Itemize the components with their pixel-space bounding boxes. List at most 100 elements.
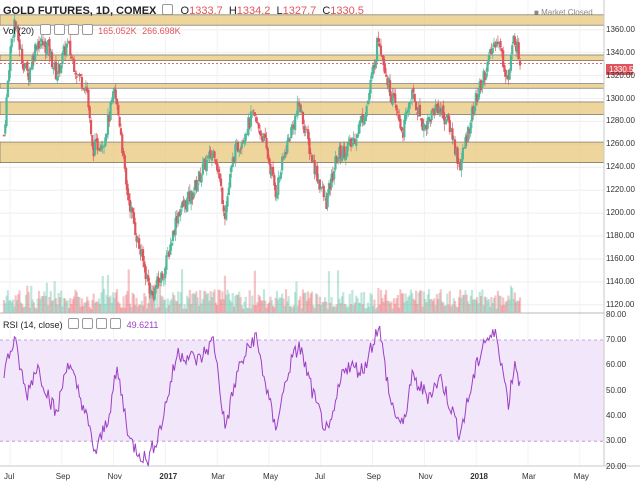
volume-bar [282,298,285,313]
candle-body [256,121,259,123]
volume-bar [270,300,273,313]
volume-bar [407,296,410,313]
volume-bar [487,299,490,313]
candle-body [100,145,103,150]
volume-bar [412,298,415,313]
rsi-tick-label: 60.00 [606,360,627,370]
price-tick-label: 1220.00 [606,185,635,195]
candle-body [134,222,137,236]
candle-body [487,55,490,62]
eye-icon[interactable] [39,24,51,35]
candle-body [238,150,241,153]
volume-bar [191,293,194,313]
volume-bar [214,302,217,313]
volume-bar [154,308,158,313]
volume-bar [290,305,293,313]
volume-bar [346,307,349,313]
candle-body [512,35,515,44]
volume-bar [6,290,9,313]
candle-body [200,174,203,183]
volume-bar [23,306,26,313]
volume-bar [326,308,329,313]
candle-body [464,137,467,149]
settings-icon[interactable] [53,24,65,35]
more-icon[interactable] [110,318,122,329]
candle-body [22,63,25,71]
volume-bar [206,293,210,313]
candle-body [212,150,215,157]
close-icon[interactable] [67,24,79,35]
volume-bar [166,298,169,313]
close-icon[interactable] [96,318,108,329]
candle-body [447,114,450,121]
volume-bar [398,307,401,313]
volume-bar [507,295,510,313]
volume-bar [248,290,251,313]
candle-body [182,200,185,207]
last-price-badge [606,64,633,75]
candle-body [96,138,99,151]
candle-body [122,150,125,156]
candle-body [52,67,55,70]
candle-body [282,156,285,158]
eye-icon[interactable] [68,318,80,329]
volume-bar [114,292,117,313]
rsi-tick-label: 30.00 [606,436,627,446]
volume-bar [362,291,366,313]
more-icon[interactable] [81,24,93,35]
candle-body [179,209,182,215]
volume-bar [180,269,184,313]
candle-body [223,212,227,219]
volume-bar [382,301,385,313]
volume-bar [329,302,332,313]
volume-bar [399,289,402,313]
candle-body [505,76,509,79]
candle-body [199,173,202,182]
volume-bar [209,291,212,313]
ohlc-high: H1334.2 [228,5,271,17]
time-tick-label: Sep [55,472,71,481]
candle-body [421,119,424,131]
volume-bar [186,295,189,313]
volume-bar [24,294,28,313]
candle-body [359,120,362,127]
candle-body [208,151,211,158]
volume-bar [113,297,116,313]
volume-bar [414,290,418,313]
volume-bar [35,308,38,313]
volume-bar [447,304,450,313]
candle-body [242,140,245,142]
volume-bar [292,305,295,313]
candle-body [378,43,381,47]
candle-body [221,187,224,205]
volume-bar [210,297,214,313]
volume-bar [373,299,376,313]
candle-body [186,197,189,212]
volume-bar [451,304,454,313]
volume-bar [511,287,514,313]
candle-body [509,54,513,71]
volume-bar [343,303,346,313]
candle-body [478,81,481,95]
volume-bar [310,291,314,313]
candle-body [283,152,286,159]
volume-bar [216,304,219,313]
volume-bar [244,296,247,313]
settings-icon[interactable] [82,318,94,329]
candle-body [243,140,246,144]
volume-bar [236,295,240,313]
volume-bar [201,299,204,313]
volume-bar [334,307,337,313]
volume-bar [257,294,260,313]
candle-body [353,139,357,144]
volume-bar [320,304,323,313]
volume-bar [152,292,155,313]
volume-bar [391,308,394,313]
volume-bar [167,305,171,313]
volume-bar [336,270,340,313]
eye-icon[interactable] [162,4,174,15]
candle-body [143,261,146,268]
candle-body [373,64,376,69]
candle-body [489,49,492,54]
